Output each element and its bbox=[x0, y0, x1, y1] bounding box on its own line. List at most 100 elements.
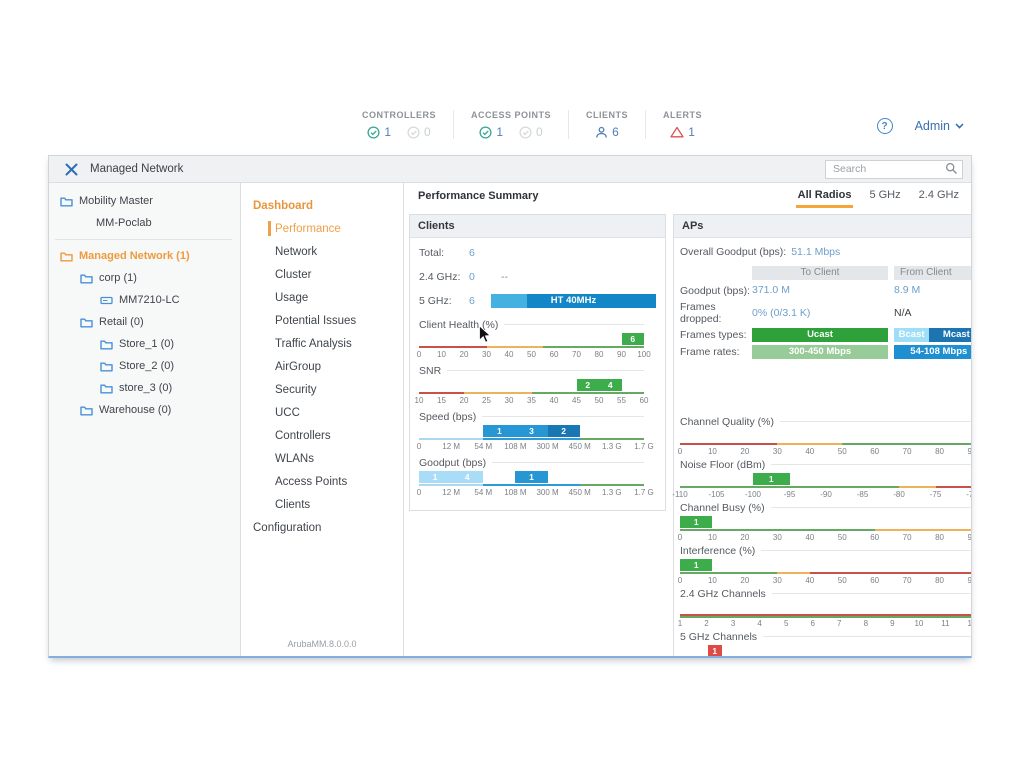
axis-tick: 40 bbox=[805, 576, 815, 585]
clients-summary-row: 5 GHz: 6 HT 40MHz bbox=[419, 294, 656, 308]
nav-item-usage[interactable]: Usage bbox=[275, 291, 309, 304]
table-bar: Bcast bbox=[894, 328, 930, 342]
nav-item-cluster[interactable]: Cluster bbox=[275, 268, 312, 281]
nav-item-airgroup[interactable]: AirGroup bbox=[275, 360, 322, 373]
axis-tick: 4 bbox=[757, 619, 762, 628]
stat-up-count[interactable]: 1 bbox=[367, 125, 391, 139]
clients-count[interactable]: 6 bbox=[595, 125, 619, 139]
axis-tick: -110 bbox=[672, 490, 688, 499]
nav-item-access-points[interactable]: Access Points bbox=[275, 475, 348, 488]
chart-title: 2.4 GHz Channels bbox=[680, 587, 971, 600]
tree-item-store-3-0-[interactable]: store_3 (0) bbox=[49, 377, 240, 399]
admin-menu[interactable]: Admin bbox=[915, 119, 964, 133]
axis-tick: 1.7 G bbox=[634, 442, 654, 451]
tab-2-4-ghz[interactable]: 2.4 GHz bbox=[918, 189, 959, 201]
axis-segment bbox=[419, 438, 484, 440]
nav-item-security[interactable]: Security bbox=[275, 383, 317, 396]
tree-item-retail-0-[interactable]: Retail (0) bbox=[49, 311, 240, 333]
folder-icon bbox=[59, 196, 73, 207]
column-header-from-client: From Client bbox=[894, 266, 971, 280]
axis-tick: 60 bbox=[549, 350, 559, 359]
nav-item-dashboard[interactable]: Dashboard bbox=[253, 199, 314, 212]
help-icon[interactable]: ? bbox=[876, 118, 893, 134]
axis-tick: 1.3 G bbox=[602, 442, 622, 451]
clients-panel: Clients Total: 6 2.4 GHz: 0 -- 5 GHz: 6 HT 40MH… bbox=[409, 214, 666, 511]
tree-item-warehouse-0-[interactable]: Warehouse (0) bbox=[49, 399, 240, 421]
chart-bar: 1 bbox=[680, 516, 713, 528]
folder-icon bbox=[59, 251, 73, 262]
axis-tick: 60 bbox=[870, 533, 880, 542]
axis-tick: 50 bbox=[594, 396, 604, 405]
axis-segment bbox=[680, 572, 778, 574]
tree-item-store-1-0-[interactable]: Store_1 (0) bbox=[49, 333, 240, 355]
tab-all-radios[interactable]: All Radios bbox=[795, 184, 854, 208]
nav-item-network[interactable]: Network bbox=[275, 245, 318, 258]
axis-segment bbox=[483, 438, 580, 440]
app-window: Managed Network Mobility Master MM-Poclab… bbox=[48, 155, 972, 658]
nav-item-potential-issues[interactable]: Potential Issues bbox=[275, 314, 357, 327]
axis-tick: 30 bbox=[772, 447, 782, 456]
tree-item-corp-1-[interactable]: corp (1) bbox=[49, 267, 240, 289]
chart-ticks: 0 10 20 30 40 50 60 70 80 90 100 bbox=[417, 349, 651, 359]
cell-from-client: N/A bbox=[894, 306, 971, 321]
chart-bars bbox=[680, 602, 971, 614]
tree-item-store-2-0-[interactable]: Store_2 (0) bbox=[49, 355, 240, 377]
aps-charts: Channel Quality (%)0102030405060708090No… bbox=[672, 415, 971, 656]
axis-tick: 80 bbox=[935, 447, 944, 456]
tab-5-ghz[interactable]: 5 GHz bbox=[869, 189, 901, 201]
chart-bars: 1 bbox=[680, 559, 971, 571]
stat-group-access-points: ACCESS POINTS 1 0 bbox=[453, 110, 568, 139]
nav-item-wlans[interactable]: WLANs bbox=[275, 452, 314, 465]
alerts-count[interactable]: 1 bbox=[670, 125, 695, 139]
axis-tick: 1.3 G bbox=[602, 488, 622, 497]
axis-tick: 70 bbox=[572, 350, 581, 359]
nav-item-configuration[interactable]: Configuration bbox=[253, 521, 322, 534]
main-row: Mobility Master MM-Poclab Managed Network … bbox=[49, 183, 971, 656]
aps-panel: APs Overall Goodput (bps): 51.1 Mbps To Cl… bbox=[672, 214, 971, 656]
chart-bar: 3 bbox=[515, 425, 548, 437]
axis-tick: 40 bbox=[504, 350, 514, 359]
stat-down-count[interactable]: 0 bbox=[407, 125, 431, 139]
axis-tick: 12 M bbox=[442, 488, 461, 497]
tree-item-mobility-master[interactable]: Mobility Master bbox=[49, 190, 240, 212]
stat-up-count[interactable]: 1 bbox=[479, 125, 503, 139]
stat-down-count[interactable]: 0 bbox=[519, 125, 543, 139]
axis-tick: 54 M bbox=[474, 442, 493, 451]
nav-item-traffic-analysis[interactable]: Traffic Analysis bbox=[275, 337, 352, 350]
overall-goodput-label: Overall Goodput (bps): bbox=[680, 246, 787, 258]
tree-item-mm-poclab[interactable]: MM-Poclab bbox=[49, 212, 240, 234]
tree-item-managed-network-1-[interactable]: Managed Network (1) bbox=[49, 245, 240, 267]
stat-label: CLIENTS bbox=[586, 110, 629, 120]
stat-values: 6 bbox=[586, 125, 628, 139]
nav-item-ucc[interactable]: UCC bbox=[275, 406, 300, 419]
axis-tick: -85 bbox=[856, 490, 869, 499]
axis-segment bbox=[486, 346, 543, 348]
close-icon[interactable] bbox=[65, 163, 78, 176]
search-icon[interactable] bbox=[945, 162, 958, 175]
axis-segment bbox=[874, 529, 971, 531]
summary-label: 2.4 GHz: bbox=[419, 271, 461, 283]
axis-tick: 108 M bbox=[504, 442, 527, 451]
chart-axis bbox=[419, 391, 644, 395]
tree-item-label: MM-Poclab bbox=[96, 217, 152, 229]
tree-item-label: Store_1 (0) bbox=[119, 338, 175, 350]
nav-item-controllers[interactable]: Controllers bbox=[275, 429, 331, 442]
clients-panel-title: Clients bbox=[410, 215, 665, 238]
stat-group-alerts: ALERTS 1 bbox=[645, 110, 719, 139]
search-input[interactable] bbox=[825, 159, 963, 179]
axis-tick: 1 bbox=[677, 619, 683, 628]
nav-item-performance[interactable]: Performance bbox=[241, 217, 403, 240]
axis-segment bbox=[777, 572, 810, 574]
chart-bar: 1 bbox=[707, 645, 722, 656]
axis-tick: 3 bbox=[730, 619, 736, 628]
axis-tick: 6 bbox=[810, 619, 815, 628]
nav-item-clients[interactable]: Clients bbox=[275, 498, 311, 511]
table-bar-group: 54-108 Mbps bbox=[894, 345, 971, 359]
axis-tick: 80 bbox=[935, 576, 944, 585]
chart-noise-floor-dbm-: Noise Floor (dBm) 1 -110 -105 -100 -95 -90 -85-… bbox=[672, 458, 971, 499]
chart-ticks: 10 15 20 25 30 35 40 45 50 55 60 bbox=[415, 395, 649, 405]
tree-item-mm7210-lc[interactable]: MM7210-LC bbox=[49, 289, 240, 311]
